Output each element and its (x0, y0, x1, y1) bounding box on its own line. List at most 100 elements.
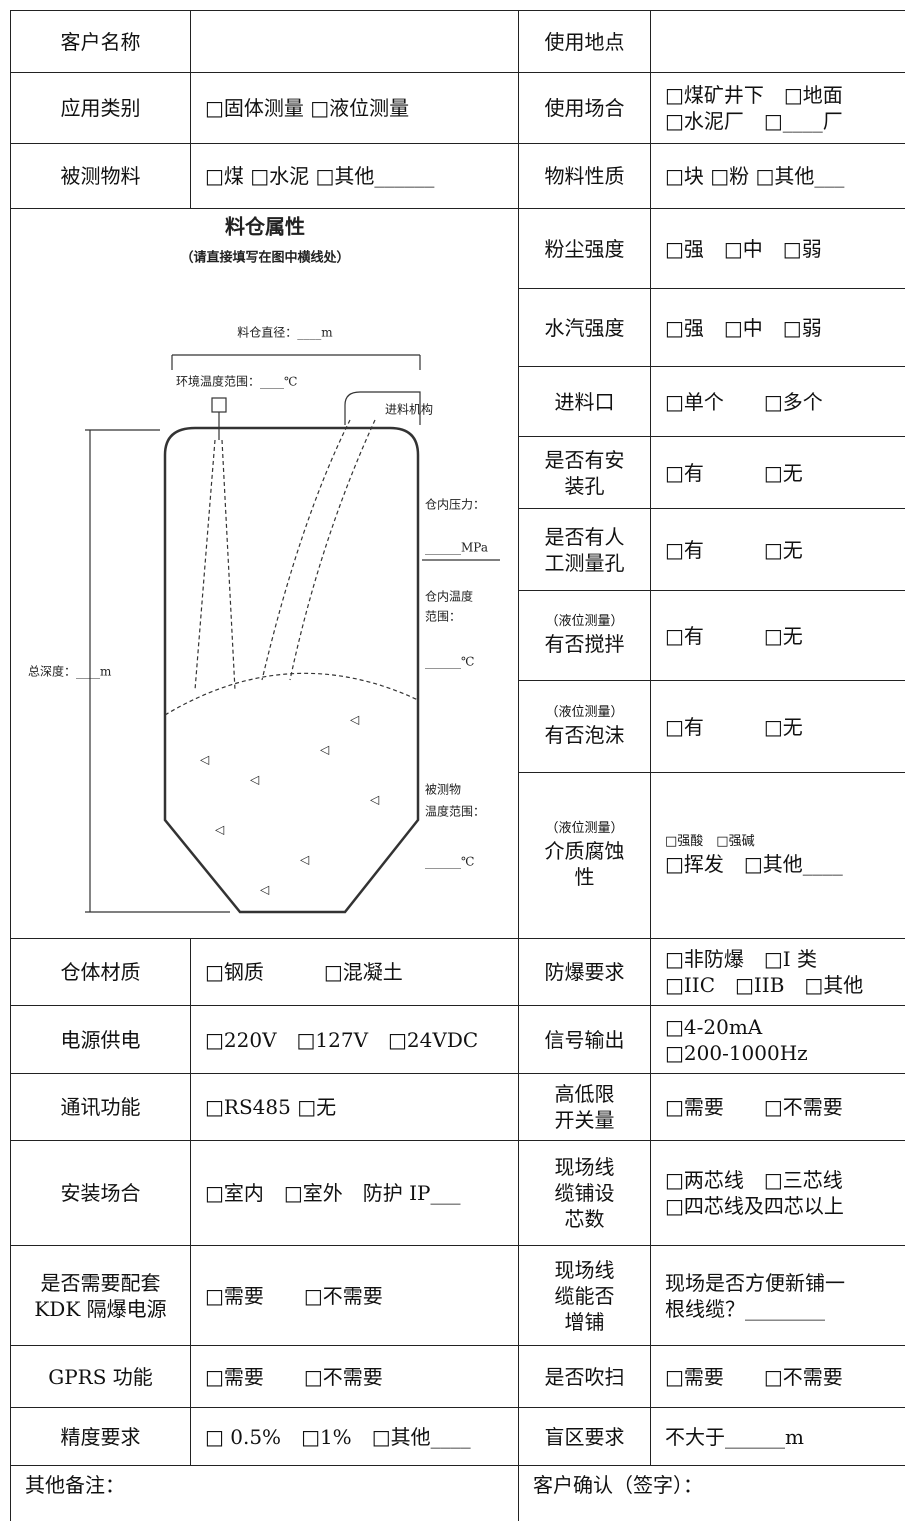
cell-text: 开关量 (554, 1108, 615, 1132)
pressure-label: 仓内压力： (425, 498, 485, 512)
cell-text: 客户名称 (60, 29, 141, 54)
value-cell: □非防爆 □I 类 □IIC □IIB □其他 (650, 938, 905, 1006)
value-cell: □钢质 □混凝土 (190, 938, 519, 1006)
cell-text: （液位测量） (545, 614, 624, 630)
label-cell: 使用场合 (518, 72, 651, 144)
cell-text: 不大于______m (665, 1424, 804, 1449)
svg-text:◁: ◁ (299, 853, 309, 867)
cell-text: □有 □无 (665, 460, 803, 485)
cell-text: □IIC □IIB □其他 (665, 973, 864, 997)
svg-text:◁: ◁ (369, 793, 379, 807)
cell-text: 被测物料 (60, 164, 141, 188)
cell-text: 是否有人 (544, 524, 625, 549)
label-cell: 高低限 开关量 (518, 1073, 651, 1141)
svg-text:◁: ◁ (319, 743, 329, 757)
value-cell: □煤 □水泥 □其他______ (190, 143, 519, 209)
cell-text: 高低限 (554, 1082, 615, 1106)
cell-text: 缆能否 (554, 1283, 615, 1308)
cell-text: 是否需要配套 (40, 1270, 161, 1295)
cell-text: 使用地点 (544, 29, 625, 54)
cell-text: □有 □无 (665, 714, 803, 739)
material-temp-label: 被测物 (425, 783, 461, 797)
cell-text: GPRS 功能 (48, 1364, 153, 1389)
cell-text: 精度要求 (60, 1424, 141, 1449)
cell-text: □煤矿井下 □地面 (665, 83, 843, 107)
cell-text: □220V □127V □24VDC (205, 1027, 479, 1052)
label-cell: 客户名称 (10, 10, 191, 73)
cell-text: 盲区要求 (544, 1424, 625, 1449)
cell-text: □固体测量 □液位测量 (205, 96, 410, 120)
cell-text: 进料口 (554, 389, 615, 414)
cell-text: 使用场合 (544, 96, 625, 120)
cell-text: □需要 □不需要 (665, 1364, 843, 1389)
cell-text: KDK 隔爆电源 (34, 1296, 167, 1321)
cell-text: （液位测量） (545, 821, 624, 837)
cell-text: □RS485 □无 (205, 1095, 337, 1119)
cell-text: □需要 □不需要 (205, 1283, 383, 1308)
inner-temp-label: 仓内温度 (425, 589, 473, 604)
cell-text: 电源供电 (60, 1027, 141, 1052)
label-cell: 现场线 缆能否 增铺 (518, 1245, 651, 1346)
label-cell: 是否需要配套 KDK 隔爆电源 (10, 1245, 191, 1346)
cell-text: 通讯功能 (60, 1095, 141, 1119)
cell-text: □4-20mA (665, 1014, 763, 1039)
cell-text: □煤 □水泥 □其他______ (205, 164, 435, 188)
cell-text: 装孔 (564, 473, 605, 498)
cell-text: 性 (574, 864, 595, 889)
svg-text:◁: ◁ (259, 883, 269, 897)
label-cell: 使用地点 (518, 10, 651, 73)
cell-text: 是否吹扫 (544, 1364, 625, 1389)
cell-text: 仓体材质 (60, 960, 141, 984)
depth-label: 总深度：____m (28, 664, 112, 679)
cell-text: □200-1000Hz (665, 1040, 808, 1065)
value-cell: □强 □中 □弱 (650, 208, 905, 289)
cell-text: □有 □无 (665, 537, 803, 562)
cell-text: 增铺 (564, 1309, 605, 1334)
cell-text: 有否搅拌 (544, 631, 625, 656)
label-cell: （液位测量） 介质腐蚀性 (518, 772, 651, 939)
cell-text: 根线缆？________ (665, 1296, 825, 1321)
svg-text:◁: ◁ (214, 823, 224, 837)
label-cell: 精度要求 (10, 1407, 191, 1466)
cell-text: 物料性质 (544, 164, 625, 188)
label-cell: 应用类别 (10, 72, 191, 144)
label-cell: 粉尘强度 (518, 208, 651, 289)
cell-text: 安装场合 (60, 1181, 141, 1205)
cell-text: □强 □中 □弱 (665, 236, 822, 261)
cell-text: □水泥厂 □____厂 (665, 109, 843, 133)
cell-text: □室内 □室外 防护 IP___ (205, 1181, 461, 1205)
cell-text: 有否泡沫 (544, 722, 625, 747)
cell-text: □钢质 □混凝土 (205, 960, 403, 984)
cell-text: □两芯线 □三芯线 (665, 1168, 843, 1192)
cell-text: 现场线 (554, 1155, 615, 1179)
diagram-subtitle: （请直接填写在图中横线处） (180, 250, 349, 266)
cell-text: □强酸 □强碱 (665, 834, 755, 850)
value-cell: 现场是否方便新铺一 根线缆？________ (650, 1245, 905, 1346)
cell-text: □ 0.5% □1% □其他____ (205, 1424, 471, 1449)
value-cell: □有 □无 (650, 436, 905, 509)
cell-text: □块 □粉 □其他___ (665, 164, 845, 188)
cell-text: □四芯线及四芯以上 (665, 1194, 844, 1218)
cell-text: 防爆要求 (544, 960, 625, 984)
cell-text: 是否有安 (544, 447, 625, 472)
svg-text:◁: ◁ (199, 753, 209, 767)
cell-text: 缆铺设 (554, 1181, 615, 1205)
cell-text: 信号输出 (544, 1027, 625, 1052)
cell-text: （液位测量） (545, 705, 624, 721)
cell-text: □单个 □多个 (665, 389, 823, 414)
cell-text: □需要 □不需要 (665, 1095, 843, 1119)
diagram-title: 料仓属性 (225, 215, 305, 239)
diameter-label: 料仓直径：____m (237, 326, 333, 340)
cell-text: □挥发 □其他____ (665, 851, 843, 876)
material-temp-blank: ______℃ (425, 855, 474, 869)
inner-temp-label: 范围： (425, 610, 461, 624)
label-cell: 安装场合 (10, 1140, 191, 1246)
cell-text: 介质腐蚀 (544, 838, 625, 863)
cell-text: 应用类别 (60, 96, 141, 120)
cell-text: 粉尘强度 (544, 236, 625, 261)
cell-text: 工测量孔 (544, 550, 625, 575)
pressure-blank: ______MPa (425, 541, 488, 555)
cell-text: □强 □中 □弱 (665, 315, 822, 340)
